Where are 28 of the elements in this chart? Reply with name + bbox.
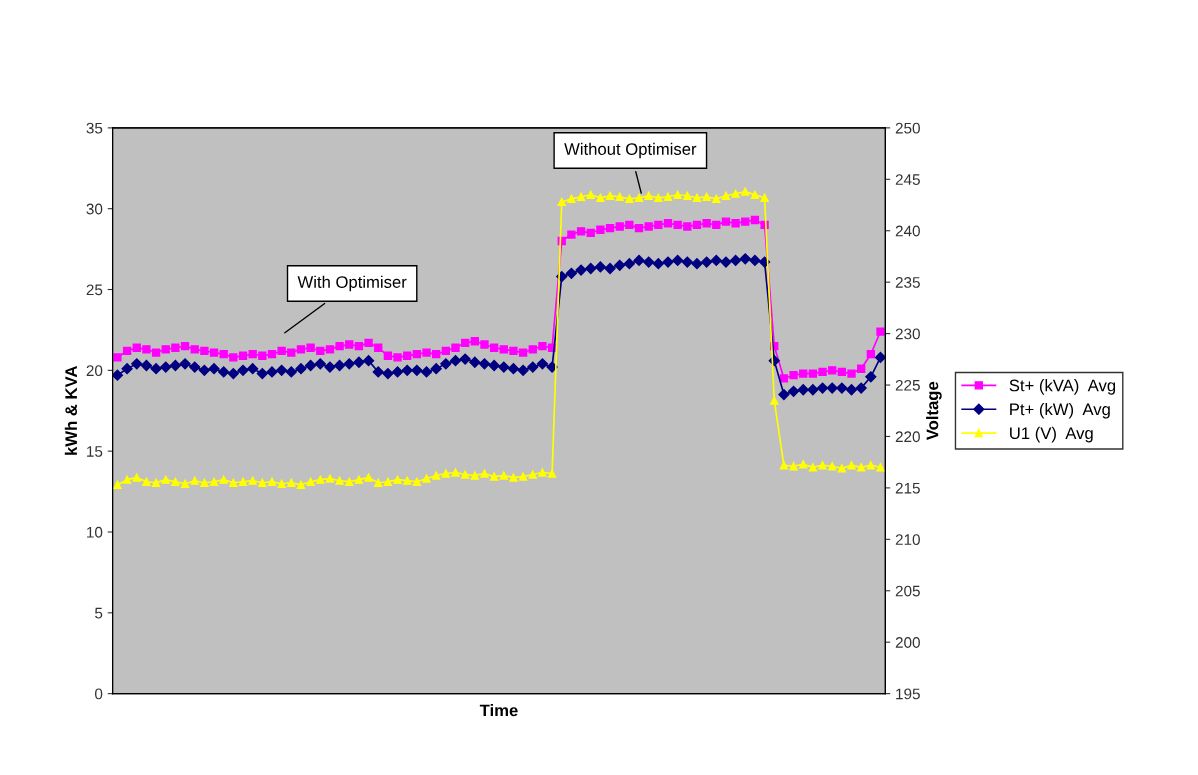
y2-tick-label: 210: [895, 534, 920, 546]
y-axis-title: kWh & KVA: [64, 365, 78, 455]
y2-axis-title: Voltage: [926, 381, 942, 441]
x-axis-title: Time: [479, 704, 518, 717]
y2-tick-label: 205: [895, 585, 920, 597]
y2-tick-label: 245: [895, 174, 920, 185]
y-tick-label: 20: [86, 365, 103, 377]
legend-label: U1 (V) Avg: [1010, 426, 1093, 443]
y2-tick-label: 250: [895, 122, 920, 134]
y-tick-label: 10: [87, 526, 103, 538]
legend-label: St+ (kVA) Avg: [1009, 379, 1116, 395]
y2-tick-label: 220: [895, 431, 920, 443]
y-tick-label: 5: [95, 607, 103, 619]
y2-tick-label: 215: [895, 482, 920, 494]
y-tick-label: 0: [94, 688, 103, 700]
y-tick-label: 25: [86, 284, 103, 296]
y-tick-label: 35: [86, 122, 103, 134]
y2-tick-label: 230: [895, 328, 920, 340]
annotation: Without Optimiser: [564, 142, 697, 159]
y2-tick-label: 195: [896, 688, 920, 700]
y-tick-label: 30: [86, 203, 103, 215]
y2-tick-label: 235: [895, 277, 920, 288]
y2-tick-label: 225: [895, 379, 920, 391]
legend-label: Pt+ (kW) Avg: [1010, 402, 1110, 419]
y-tick-label: 15: [87, 446, 103, 457]
y2-tick-label: 240: [895, 225, 920, 237]
y2-tick-label: 200: [895, 637, 920, 648]
annotation: With Optimiser: [297, 275, 407, 292]
